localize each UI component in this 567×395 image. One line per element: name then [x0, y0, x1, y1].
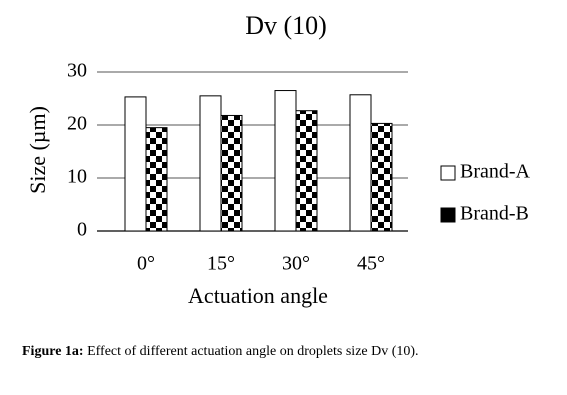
legend-swatch — [440, 165, 456, 181]
bar — [370, 122, 393, 232]
bar — [274, 90, 297, 232]
bar — [124, 96, 147, 232]
x-axis-title: Actuation angle — [188, 283, 328, 308]
caption-text: Effect of different actuation angle on d… — [87, 344, 418, 359]
bar — [349, 94, 372, 232]
legend-label: Brand-A — [460, 161, 531, 183]
x-tick-label: 30° — [282, 253, 310, 275]
legend-swatch — [440, 207, 456, 223]
caption-label: Figure 1a: — [22, 344, 84, 359]
x-tick-label: 15° — [207, 253, 235, 275]
y-axis-title: Size (µm) — [25, 106, 50, 194]
y-tick-label: 20 — [67, 113, 87, 135]
bar — [199, 95, 222, 232]
legend-label: Brand-B — [460, 203, 529, 225]
y-tick-label: 30 — [67, 60, 87, 82]
caption: Figure 1a: Effect of different actuation… — [22, 344, 419, 359]
chart-title: Dv (10) — [245, 11, 327, 40]
bar — [145, 127, 168, 232]
bar — [220, 114, 243, 232]
y-tick-label: 10 — [67, 166, 87, 188]
y-tick-label: 0 — [77, 219, 87, 241]
x-tick-label: 45° — [357, 253, 385, 275]
x-tick-label: 0° — [137, 253, 155, 275]
bar — [295, 110, 318, 232]
